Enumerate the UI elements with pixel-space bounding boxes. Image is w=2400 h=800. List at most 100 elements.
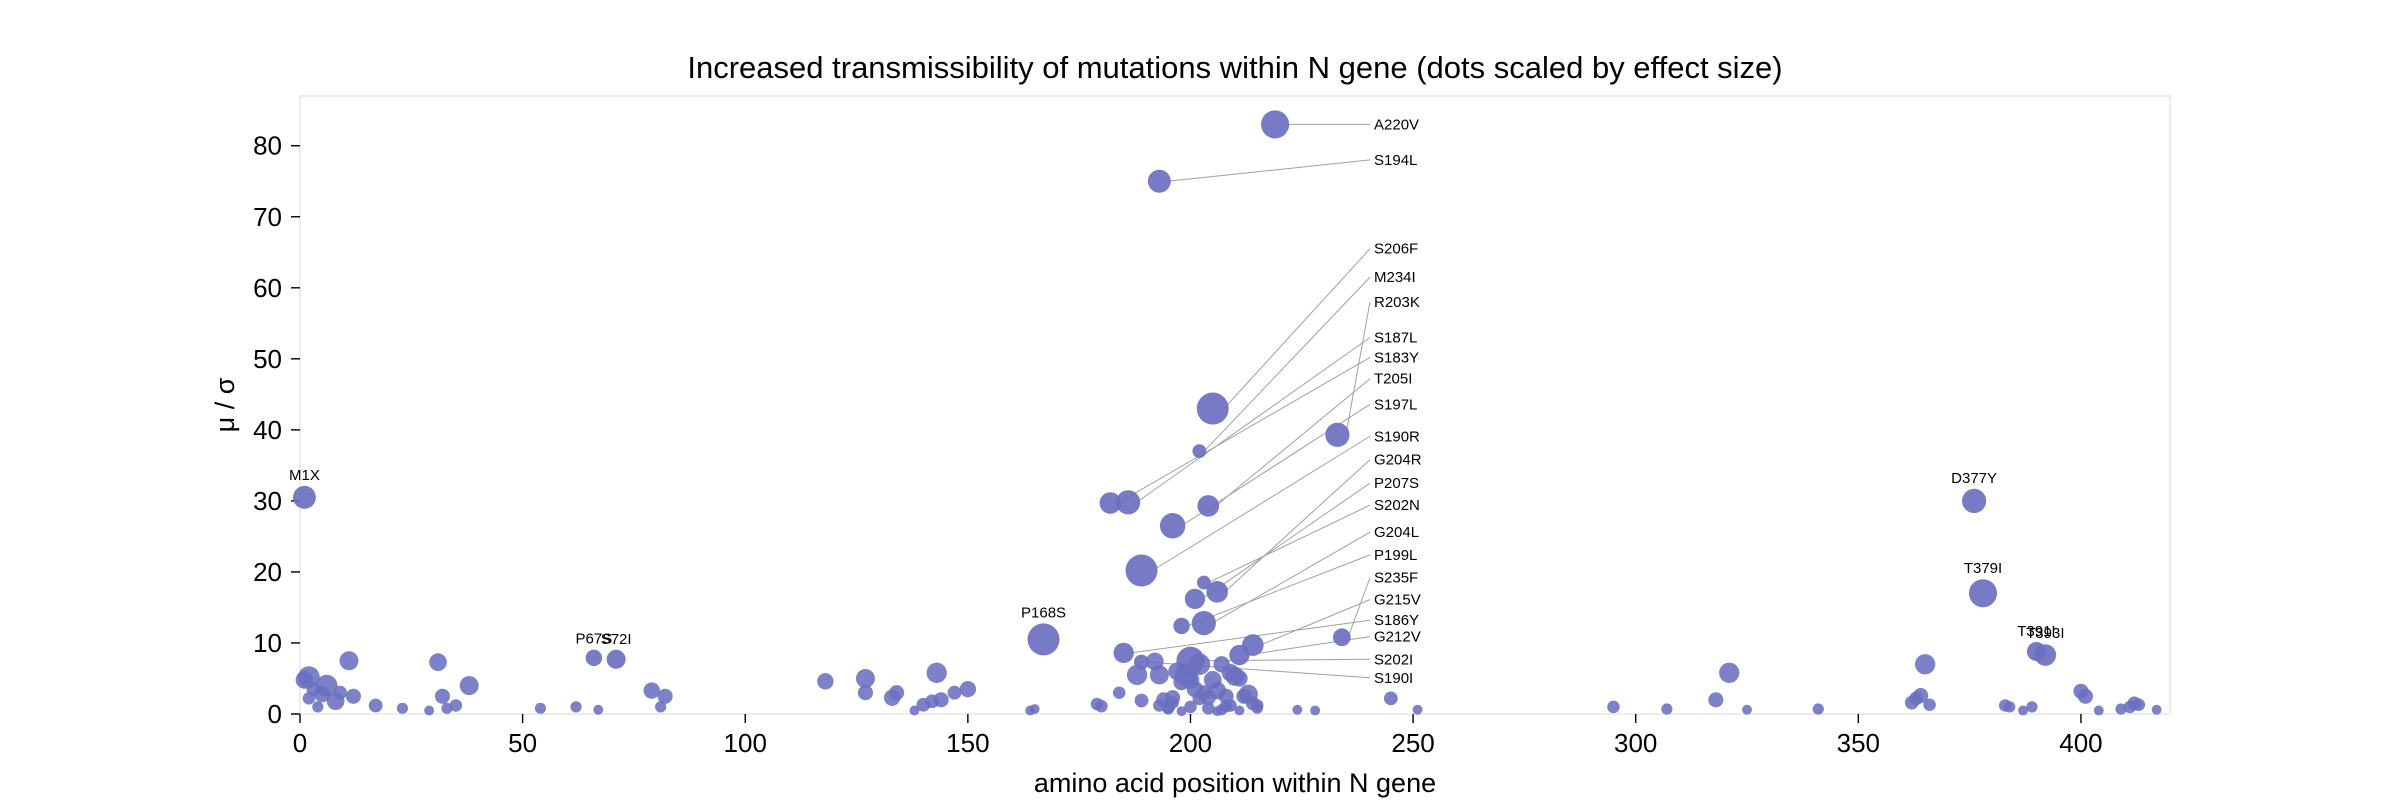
data-point-g204l	[1191, 610, 1216, 636]
data-point	[315, 674, 338, 697]
data-point-s194l	[1147, 169, 1171, 193]
x-tick-label: 300	[1614, 728, 1657, 758]
leader-line	[1208, 504, 1371, 584]
x-tick-label: 0	[293, 728, 307, 758]
data-point	[1184, 700, 1197, 714]
data-point	[1149, 665, 1169, 685]
data-point	[947, 685, 962, 700]
point-labels: A220V S194L S206F M234I R203K S187L S183Y T205I…	[289, 116, 2064, 686]
data-point	[396, 702, 409, 714]
point-label: S190R	[1374, 428, 1420, 445]
x-tick-label: 400	[2059, 728, 2102, 758]
data-point	[1742, 704, 1752, 715]
data-point-d377y	[1961, 488, 1987, 513]
point-label: S202N	[1374, 497, 1420, 514]
data-point	[657, 688, 673, 704]
leader-line	[1167, 159, 1371, 182]
data-point	[429, 653, 447, 671]
data-point-g212v	[1229, 644, 1250, 666]
leader-lines	[1117, 123, 1371, 679]
point-label: M1X	[289, 467, 320, 484]
data-point	[1292, 704, 1303, 715]
leader-line	[1223, 248, 1371, 409]
x-tick-label: 100	[724, 728, 767, 758]
data-point	[593, 704, 604, 715]
y-tick-label: 0	[268, 699, 282, 729]
point-label: S206F	[1374, 241, 1418, 258]
data-point	[1913, 687, 1929, 704]
leader-line	[1152, 435, 1371, 571]
data-point	[2093, 705, 2104, 716]
point-label: S202I	[1374, 651, 1413, 668]
data-point-s183y	[1099, 492, 1122, 514]
data-point	[1914, 654, 1936, 675]
point-label: M234I	[1374, 269, 1416, 286]
data-point	[1202, 702, 1215, 715]
data-point	[1231, 670, 1248, 687]
y-tick-label: 60	[253, 273, 282, 303]
data-point	[570, 701, 582, 713]
data-point	[1251, 702, 1263, 714]
point-label: D377Y	[1951, 470, 1997, 487]
y-tick-label: 70	[253, 202, 282, 232]
data-point	[909, 705, 920, 716]
y-tick-label: 50	[253, 344, 282, 374]
leader-line	[1212, 531, 1371, 624]
data-point	[643, 682, 660, 699]
data-point	[2077, 688, 2093, 704]
data-point	[459, 676, 479, 696]
data-point-s197l	[1159, 513, 1186, 539]
data-point-s72i	[606, 649, 626, 669]
point-label: T205I	[1374, 371, 1412, 388]
x-tick-label: 150	[946, 728, 989, 758]
data-point	[449, 699, 463, 712]
data-point	[333, 685, 347, 700]
data-point	[2151, 704, 2162, 715]
x-axis-label: amino acid position within N gene	[1034, 768, 1436, 798]
point-label: S186Y	[1374, 612, 1419, 629]
data-point	[1219, 699, 1233, 713]
data-point	[1212, 706, 1223, 717]
point-label: T393I	[2026, 625, 2064, 642]
x-tick-label: 50	[508, 728, 537, 758]
y-tick-label: 10	[253, 628, 282, 658]
data-point	[2018, 705, 2029, 716]
data-point	[1192, 691, 1207, 706]
data-point	[1134, 693, 1149, 708]
data-point-m234i	[1192, 444, 1207, 459]
point-label: T379I	[1964, 560, 2002, 577]
data-point	[345, 688, 361, 704]
chart-title: Increased transmissibility of mutations …	[687, 50, 1782, 85]
data-point-g204r	[1206, 581, 1228, 603]
data-point	[339, 651, 359, 671]
x-tick-label: 350	[1837, 728, 1880, 758]
data-point	[1383, 691, 1398, 706]
point-label: T391I	[2017, 623, 2055, 640]
data-point	[926, 662, 947, 683]
point-label: G215V	[1374, 592, 1421, 609]
y-tick-label: 80	[253, 131, 282, 161]
data-point	[655, 701, 667, 713]
data-point	[817, 673, 834, 690]
point-label: G204R	[1374, 452, 1422, 469]
point-label: S72I	[601, 631, 632, 648]
point-label: P199L	[1374, 547, 1417, 564]
data-point	[2026, 701, 2038, 713]
point-label: S187L	[1374, 330, 1417, 347]
data-point-m1x	[293, 485, 316, 509]
data-point	[534, 702, 547, 714]
point-label: P67S	[576, 631, 613, 648]
point-label: P168S	[1021, 604, 1066, 621]
data-point	[1234, 705, 1245, 716]
data-point	[889, 685, 905, 701]
data-point	[1029, 704, 1040, 714]
leader-line	[1347, 577, 1371, 638]
point-label: P207S	[1374, 475, 1419, 492]
data-point	[2132, 698, 2146, 712]
data-point-s235f	[1333, 628, 1351, 647]
data-point	[857, 685, 874, 701]
data-point-t393i	[2034, 644, 2057, 666]
data-point	[2004, 701, 2016, 713]
